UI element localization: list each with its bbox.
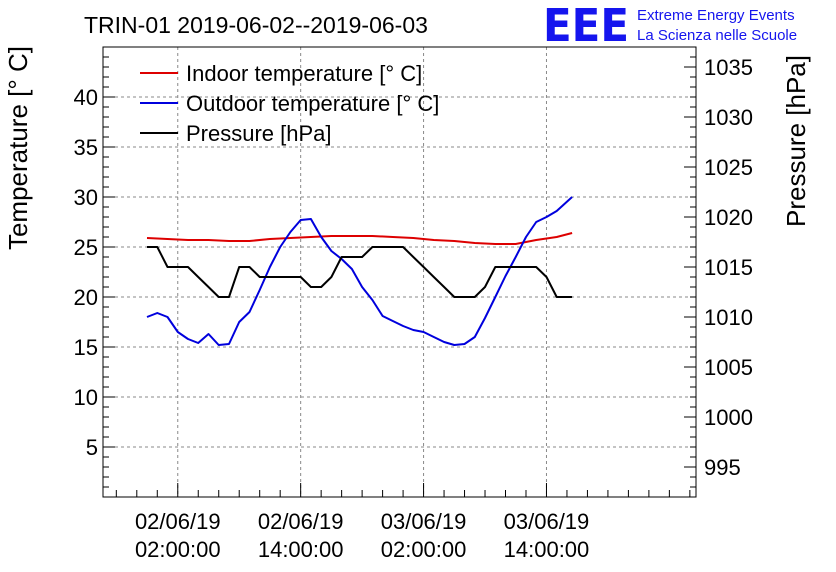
plot-frame	[102, 46, 697, 498]
x-tick-label-time: 14:00:00	[504, 537, 590, 562]
y2-tick-label: 1035	[704, 55, 753, 80]
eee-logo-line1: Extreme Energy Events	[637, 7, 795, 24]
legend-label: Indoor temperature [° C]	[186, 61, 422, 86]
x-tick-label-time: 14:00:00	[258, 537, 344, 562]
x-tick-label-date: 03/06/19	[504, 509, 590, 534]
x-tick-label-time: 02:00:00	[381, 537, 467, 562]
y-tick-label: 20	[74, 285, 98, 310]
x-tick-label-date: 03/06/19	[381, 509, 467, 534]
legend: Indoor temperature [° C] Outdoor temperat…	[140, 61, 439, 146]
legend-label: Outdoor temperature [° C]	[186, 91, 439, 116]
x-tick-label-date: 02/06/19	[258, 509, 344, 534]
indoor-temperature-line	[146, 232, 573, 245]
y2-tick-label: 1005	[704, 355, 753, 380]
y-axis-title: Temperature [° C]	[3, 46, 33, 250]
y2-tick-label: 995	[704, 455, 741, 480]
y2-tick-label: 1030	[704, 105, 753, 130]
axes: 5101520253035409951000100510101015102010…	[74, 46, 753, 562]
y2-tick-label: 1025	[704, 155, 753, 180]
y2-tick-label: 1020	[704, 205, 753, 230]
y-tick-label: 25	[74, 235, 98, 260]
pressure-line	[147, 246, 573, 298]
x-tick-label-date: 02/06/19	[135, 509, 221, 534]
y-tick-label: 10	[74, 385, 98, 410]
eee-logo-line2: La Scienza nelle Scuole	[637, 27, 797, 44]
y-tick-label: 30	[74, 185, 98, 210]
outdoor-temperature-line	[146, 196, 573, 346]
y2-axis-title: Pressure [hPa]	[781, 55, 811, 227]
y2-tick-label: 1010	[704, 305, 753, 330]
x-tick-label-time: 02:00:00	[135, 537, 221, 562]
y2-tick-label: 1000	[704, 405, 753, 430]
chart-title: TRIN-01 2019-06-02--2019-06-03	[84, 12, 428, 38]
y-tick-label: 5	[86, 435, 98, 460]
eee-logo: EEE Extreme Energy Events La Scienza nel…	[543, 0, 797, 52]
y2-tick-label: 1015	[704, 255, 753, 280]
eee-logo-letters: EEE	[543, 0, 629, 52]
legend-label: Pressure [hPa]	[186, 121, 332, 146]
y-tick-label: 15	[74, 335, 98, 360]
y-tick-label: 35	[74, 135, 98, 160]
series-lines	[146, 196, 573, 346]
y-tick-label: 40	[74, 85, 98, 110]
